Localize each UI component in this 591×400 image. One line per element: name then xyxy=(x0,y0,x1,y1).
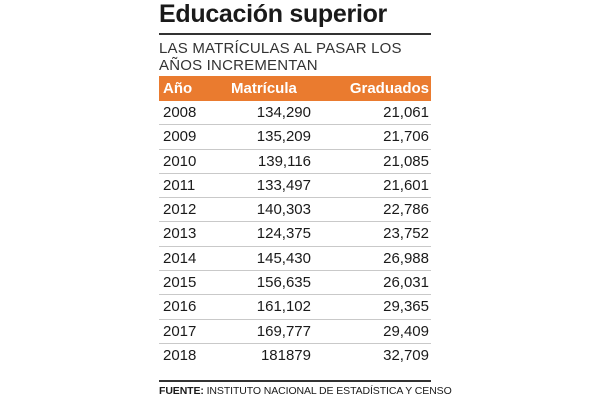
table-header: Año Matrícula Graduados xyxy=(159,76,431,101)
cell-year: 2016 xyxy=(163,298,197,316)
table-body: 2008 134,290 21,061 2009 135,209 21,706 2010 13… xyxy=(159,101,431,368)
cell-graduates: 26,988 xyxy=(383,249,429,267)
cell-graduates: 29,365 xyxy=(383,298,429,316)
cell-year: 2013 xyxy=(163,225,197,243)
table-row: 2016 161,102 29,365 xyxy=(159,295,431,320)
table-row: 2009 135,209 21,706 xyxy=(159,125,431,150)
cell-year: 2009 xyxy=(163,128,197,146)
cell-year: 2018 xyxy=(163,346,197,364)
cell-enrollment: 124,375 xyxy=(256,225,311,243)
cell-graduates: 21,706 xyxy=(383,128,429,146)
cell-graduates: 22,786 xyxy=(383,201,429,219)
bottom-divider xyxy=(159,380,431,382)
table-row: 2011 133,497 21,601 xyxy=(159,174,431,199)
data-table: Año Matrícula Graduados 2008 134,290 21,06… xyxy=(159,76,431,368)
cell-graduates: 32,709 xyxy=(383,346,429,364)
source-label: FUENTE: xyxy=(159,385,204,397)
header-graduates: Graduados xyxy=(349,80,429,97)
subtitle: LAS MATRÍCULAS AL PASAR LOS AÑOS INCREME… xyxy=(159,40,402,74)
table-row: 2012 140,303 22,786 xyxy=(159,198,431,223)
cell-year: 2010 xyxy=(163,152,197,170)
cell-enrollment: 145,430 xyxy=(256,249,311,267)
cell-graduates: 21,085 xyxy=(383,152,429,170)
source-note: FUENTE: INSTITUTO NACIONAL DE ESTADÍSTIC… xyxy=(159,385,452,397)
cell-graduates: 21,601 xyxy=(383,176,429,194)
header-enrollment: Matrícula xyxy=(231,80,297,97)
table-row: 2014 145,430 26,988 xyxy=(159,247,431,272)
header-year: Año xyxy=(163,80,193,97)
cell-enrollment: 169,777 xyxy=(256,322,311,340)
table-row: 2008 134,290 21,061 xyxy=(159,101,431,126)
table-row: 2018 181879 32,709 xyxy=(159,344,431,368)
table-row: 2013 124,375 23,752 xyxy=(159,222,431,247)
cell-year: 2012 xyxy=(163,201,197,219)
cell-graduates: 21,061 xyxy=(383,104,429,121)
source-text: INSTITUTO NACIONAL DE ESTADÍSTICA Y CENS… xyxy=(203,385,452,397)
table-row: 2015 156,635 26,031 xyxy=(159,271,431,296)
cell-enrollment: 140,303 xyxy=(256,201,311,219)
cell-graduates: 23,752 xyxy=(383,225,429,243)
cell-year: 2017 xyxy=(163,322,197,340)
cell-enrollment: 139,116 xyxy=(257,152,311,170)
infographic-panel: Educación superior LAS MATRÍCULAS AL PAS… xyxy=(159,0,452,400)
table-row: 2010 139,116 21,085 xyxy=(159,150,431,174)
cell-enrollment: 133,497 xyxy=(256,176,311,194)
cell-enrollment: 134,290 xyxy=(256,104,311,121)
cell-graduates: 26,031 xyxy=(383,274,429,292)
cell-year: 2014 xyxy=(163,249,197,267)
cell-graduates: 29,409 xyxy=(383,322,429,340)
table-row: 2017 169,777 29,409 xyxy=(159,320,431,344)
title-divider xyxy=(159,33,431,35)
cell-enrollment: 181879 xyxy=(260,346,311,364)
cell-year: 2008 xyxy=(163,104,197,121)
page-title: Educación superior xyxy=(159,0,387,28)
cell-year: 2011 xyxy=(163,176,196,194)
cell-enrollment: 135,209 xyxy=(256,128,311,146)
cell-year: 2015 xyxy=(163,274,197,292)
cell-enrollment: 156,635 xyxy=(256,274,311,292)
cell-enrollment: 161,102 xyxy=(256,298,311,316)
